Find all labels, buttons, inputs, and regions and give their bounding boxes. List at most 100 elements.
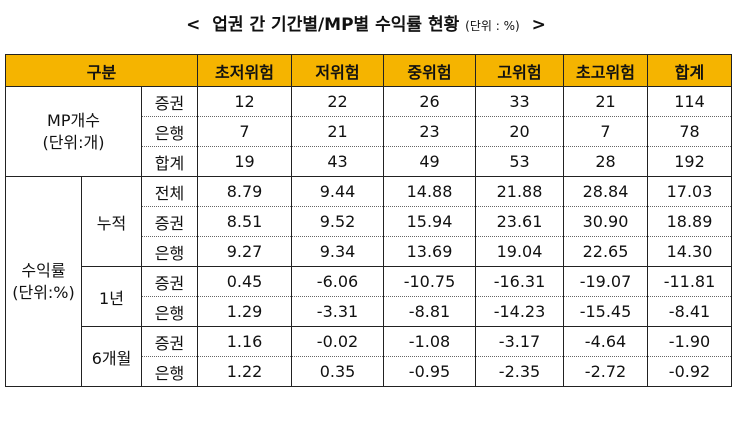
table-row: 은행 1.29 -3.31 -8.81 -14.23 -15.45 -8.41 <box>6 296 732 327</box>
table-cell: 20 <box>475 116 564 147</box>
row-sub-label: 증권 <box>141 206 198 237</box>
table-cell: 0.45 <box>197 266 292 297</box>
table-cell: 21.88 <box>475 176 564 207</box>
table-cell: 78 <box>647 116 732 147</box>
table-title: < 업권 간 기간별/MP별 수익률 현황 (단위 : %) > <box>0 10 732 35</box>
table-cell: 19 <box>197 146 292 177</box>
table-cell: -0.92 <box>647 356 732 387</box>
table-cell: -15.45 <box>563 296 648 327</box>
table-cell: 8.79 <box>197 176 292 207</box>
table-row: 6개월 증권 1.16 -0.02 -1.08 -3.17 -4.64 -1.9… <box>6 326 732 387</box>
table-cell: 1.29 <box>197 296 292 327</box>
table-row: MP개수 (단위:개) 증권 12 22 26 33 21 114 <box>5 86 732 177</box>
table-cell: -0.02 <box>291 326 384 357</box>
table-cell: 30.90 <box>563 206 648 237</box>
table-cell: -3.17 <box>475 326 564 357</box>
table-cell: 14.30 <box>647 236 732 267</box>
table-cell: -3.31 <box>291 296 384 327</box>
header-cell: 구분 <box>5 54 198 87</box>
table-row: 은행 1.22 0.35 -0.95 -2.35 -2.72 -0.92 <box>6 356 732 387</box>
period-label-cumulative: 누적 <box>81 176 142 267</box>
returns-table: 구분 초저위험 저위험 중위험 고위험 초고위험 합계 MP개수 (단위:개) … <box>5 54 732 387</box>
table-cell: 15.94 <box>383 206 476 237</box>
mp-count-label: MP개수 (단위:개) <box>5 86 142 177</box>
mp-count-label-line2: (단위:개) <box>42 132 105 152</box>
period-label-six-month: 6개월 <box>81 326 142 387</box>
table-cell: 28 <box>563 146 648 177</box>
table-cell: 23.61 <box>475 206 564 237</box>
table-cell: -2.35 <box>475 356 564 387</box>
table-cell: 17.03 <box>647 176 732 207</box>
table-cell: 53 <box>475 146 564 177</box>
header-cell: 중위험 <box>383 54 476 87</box>
table-cell: 9.27 <box>197 236 292 267</box>
table-cell: 19.04 <box>475 236 564 267</box>
table-cell: -19.07 <box>563 266 648 297</box>
table-cell: -8.41 <box>647 296 732 327</box>
table-cell: 8.51 <box>197 206 292 237</box>
table-cell: -1.08 <box>383 326 476 357</box>
header-cell: 고위험 <box>475 54 564 87</box>
table-cell: 114 <box>647 86 732 117</box>
table-cell: 13.69 <box>383 236 476 267</box>
returns-label-line1: 수익률 <box>21 260 66 280</box>
table-cell: -16.31 <box>475 266 564 297</box>
table-cell: 18.89 <box>647 206 732 237</box>
table-row: 은행 7 21 23 20 7 78 <box>6 116 732 147</box>
table-cell: 28.84 <box>563 176 648 207</box>
row-sub-label: 증권 <box>141 326 198 357</box>
table-cell: -4.64 <box>563 326 648 357</box>
table-cell: -0.95 <box>383 356 476 387</box>
returns-label-line2: (단위:%) <box>12 282 75 302</box>
table-cell: 1.16 <box>197 326 292 357</box>
row-sub-label: 전체 <box>141 176 198 207</box>
table-cell: 192 <box>647 146 732 177</box>
table-cell: 49 <box>383 146 476 177</box>
table-cell: 7 <box>197 116 292 147</box>
table-cell: 43 <box>291 146 384 177</box>
mp-count-label-line1: MP개수 <box>47 110 100 130</box>
header-cell: 저위험 <box>291 54 384 87</box>
table-cell: -11.81 <box>647 266 732 297</box>
table-cell: 26 <box>383 86 476 117</box>
header-cell: 합계 <box>647 54 732 87</box>
row-sub-label: 증권 <box>141 266 198 297</box>
table-cell: -14.23 <box>475 296 564 327</box>
table-cell: 33 <box>475 86 564 117</box>
table-cell: 9.44 <box>291 176 384 207</box>
row-sub-label: 은행 <box>141 356 198 387</box>
table-cell: 23 <box>383 116 476 147</box>
row-sub-label: 은행 <box>141 296 198 327</box>
row-sub-label: 은행 <box>141 236 198 267</box>
title-text: 업권 간 기간별/MP별 수익률 현황 <box>212 15 460 35</box>
table-cell: 21 <box>563 86 648 117</box>
table-cell: -6.06 <box>291 266 384 297</box>
table-row: 합계 19 43 49 53 28 192 <box>6 146 732 177</box>
table-cell: 22 <box>291 86 384 117</box>
table-cell: 1.22 <box>197 356 292 387</box>
header-row: 구분 초저위험 저위험 중위험 고위험 초고위험 합계 <box>5 54 732 87</box>
table-cell: 9.52 <box>291 206 384 237</box>
table-cell: 0.35 <box>291 356 384 387</box>
table-cell: 21 <box>291 116 384 147</box>
period-label-one-year: 1년 <box>81 266 142 327</box>
header-cell: 초저위험 <box>197 54 292 87</box>
row-sub-label: 증권 <box>141 86 198 117</box>
table-cell: -8.81 <box>383 296 476 327</box>
table-cell: 7 <box>563 116 648 147</box>
row-sub-label: 합계 <box>141 146 198 177</box>
title-close-bracket: > <box>531 15 546 35</box>
row-sub-label: 은행 <box>141 116 198 147</box>
title-open-bracket: < <box>186 15 201 35</box>
table-row: 은행 9.27 9.34 13.69 19.04 22.65 14.30 <box>6 236 732 267</box>
table-cell: 12 <box>197 86 292 117</box>
returns-label: 수익률 (단위:%) <box>5 176 82 387</box>
title-unit: (단위 : %) <box>465 19 520 33</box>
table-cell: 22.65 <box>563 236 648 267</box>
table-cell: -10.75 <box>383 266 476 297</box>
header-cell: 초고위험 <box>563 54 648 87</box>
table-row: 증권 8.51 9.52 15.94 23.61 30.90 18.89 <box>6 206 732 237</box>
table-cell: -1.90 <box>647 326 732 357</box>
table-row: 수익률 (단위:%) 누적 전체 8.79 9.44 14.88 21.88 2… <box>5 176 732 387</box>
table-row: 1년 증권 0.45 -6.06 -10.75 -16.31 -19.07 -1… <box>6 266 732 327</box>
